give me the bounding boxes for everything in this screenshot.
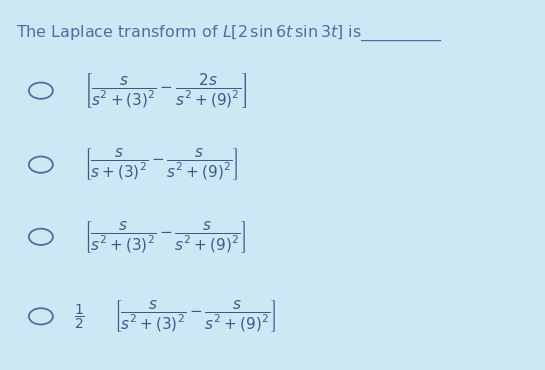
Text: $\left[\dfrac{s}{s^2+(3)^2} - \dfrac{s}{s^2+(9)^2}\right]$: $\left[\dfrac{s}{s^2+(3)^2} - \dfrac{s}{… (114, 299, 277, 334)
Text: The Laplace transform of $\mathit{L}[2\,\mathrm{sin}\,6\mathit{t}\,\mathrm{sin}\: The Laplace transform of $\mathit{L}[2\,… (16, 24, 443, 43)
Text: $\left[\dfrac{s}{s+(3)^2} - \dfrac{s}{s^2+(9)^2}\right]$: $\left[\dfrac{s}{s+(3)^2} - \dfrac{s}{s^… (84, 147, 239, 182)
Text: $\left[\dfrac{s}{s^2+(3)^2} - \dfrac{s}{s^2+(9)^2}\right]$: $\left[\dfrac{s}{s^2+(3)^2} - \dfrac{s}{… (84, 219, 247, 255)
Text: $\dfrac{1}{2}$: $\dfrac{1}{2}$ (74, 302, 84, 330)
Text: $\left[\dfrac{s}{s^2+(3)^2} - \dfrac{2s}{s^2+(9)^2}\right]$: $\left[\dfrac{s}{s^2+(3)^2} - \dfrac{2s}… (84, 71, 247, 110)
